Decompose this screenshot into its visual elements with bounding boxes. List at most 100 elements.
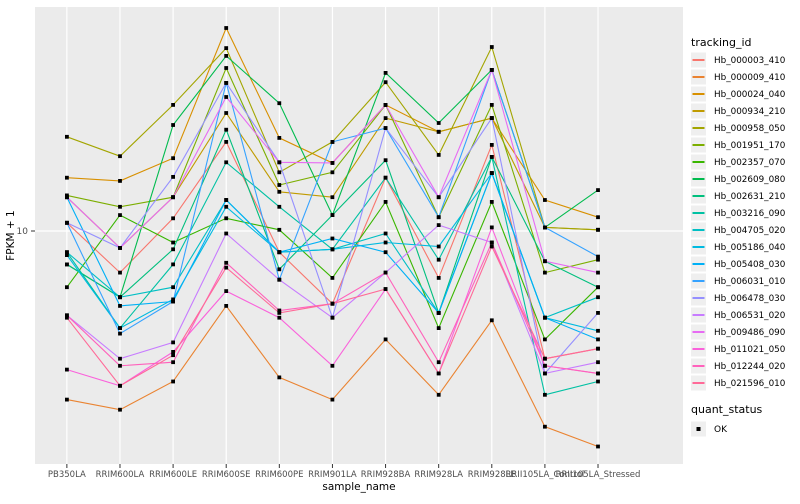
y-axis-title: FPKM + 1 xyxy=(5,210,17,260)
data-point-Hb_002357_070 xyxy=(224,216,229,221)
data-point-Hb_003216_090 xyxy=(277,204,282,209)
data-point-Hb_005408_030 xyxy=(118,304,122,308)
data-point-Hb_002609_080 xyxy=(224,54,229,58)
data-point-Hb_012244_020 xyxy=(383,270,388,275)
data-point-Hb_009486_090 xyxy=(543,259,547,264)
data-point-Hb_005408_030 xyxy=(330,236,335,241)
data-point-Hb_009486_090 xyxy=(383,103,388,107)
data-point-Hb_005408_030 xyxy=(383,250,388,255)
data-point-Hb_000009_410 xyxy=(489,318,494,323)
data-point-Hb_003216_090 xyxy=(436,257,441,262)
legend-label: Hb_000934_210 xyxy=(714,107,786,117)
data-point-Hb_012244_020 xyxy=(224,260,229,265)
data-point-Hb_012244_020 xyxy=(171,360,175,365)
data-point-Hb_003216_090 xyxy=(489,155,494,159)
data-point-Hb_000024_040 xyxy=(224,26,229,30)
data-point-Hb_000024_040 xyxy=(277,136,282,140)
legend-label: Hb_000003_410 xyxy=(714,56,786,66)
data-point-Hb_006531_020 xyxy=(330,315,335,320)
data-point-Hb_000009_410 xyxy=(118,407,122,412)
data-point-Hb_000958_050 xyxy=(277,170,282,175)
data-point-Hb_021596_010 xyxy=(277,311,282,315)
data-point-Hb_005186_040 xyxy=(65,253,69,257)
data-point-Hb_006478_030 xyxy=(489,116,494,120)
legend-label: Hb_001951_170 xyxy=(714,141,786,151)
data-point-Hb_006531_020 xyxy=(224,231,229,236)
data-point-Hb_002631_210 xyxy=(596,285,600,290)
data-point-Hb_000024_040 xyxy=(118,179,122,183)
legend-label: Hb_006478_030 xyxy=(714,294,786,304)
data-point-Hb_000003_410 xyxy=(489,143,494,147)
data-point-Hb_006478_030 xyxy=(171,175,175,179)
data-point-Hb_001951_170 xyxy=(330,170,335,175)
data-point-Hb_002357_070 xyxy=(489,200,494,204)
data-point-Hb_001951_170 xyxy=(277,183,282,187)
data-point-Hb_006531_020 xyxy=(277,277,282,282)
data-point-Hb_000958_050 xyxy=(224,46,229,50)
data-point-Hb_005186_040 xyxy=(383,240,388,245)
data-point-Hb_001951_170 xyxy=(596,257,600,262)
data-point-Hb_000003_410 xyxy=(171,216,175,221)
data-point-Hb_000009_410 xyxy=(436,392,441,397)
data-point-Hb_002357_070 xyxy=(436,326,441,330)
data-point-Hb_006031_010 xyxy=(436,215,441,220)
data-point-Hb_000958_050 xyxy=(436,153,441,157)
data-point-Hb_012244_020 xyxy=(277,308,282,313)
data-point-Hb_005186_040 xyxy=(171,297,175,302)
legend-label: Hb_002357_070 xyxy=(714,158,786,168)
data-point-Hb_021596_010 xyxy=(65,315,69,320)
data-point-Hb_000934_210 xyxy=(436,129,441,134)
data-point-Hb_006531_020 xyxy=(436,223,441,227)
x-tick-label: RRIM928BA xyxy=(361,470,411,480)
legend-title-quant-status: quant_status xyxy=(691,403,763,416)
data-point-Hb_021596_010 xyxy=(383,287,388,291)
data-point-Hb_002609_080 xyxy=(383,71,388,75)
data-point-Hb_002609_080 xyxy=(171,123,175,127)
data-point-Hb_004705_020 xyxy=(383,231,388,236)
x-tick-label: RRIM600LE xyxy=(149,470,197,480)
legend-label: Hb_002609_080 xyxy=(714,175,786,185)
legend-label: Hb_005186_040 xyxy=(714,243,786,253)
data-point-Hb_002357_070 xyxy=(171,240,175,245)
data-point-Hb_000934_210 xyxy=(383,116,388,120)
data-point-Hb_021596_010 xyxy=(489,244,494,249)
data-point-Hb_000009_410 xyxy=(383,337,388,342)
data-point-Hb_012244_020 xyxy=(118,363,122,368)
data-point-Hb_001951_170 xyxy=(543,270,547,275)
data-point-Hb_002631_210 xyxy=(65,262,69,267)
data-point-Hb_000934_210 xyxy=(277,189,282,194)
data-point-Hb_009486_090 xyxy=(596,270,600,275)
legend-label-ok: OK xyxy=(714,425,728,435)
data-point-Hb_021596_010 xyxy=(118,383,122,388)
data-point-Hb_009486_090 xyxy=(489,68,494,72)
data-point-Hb_006478_030 xyxy=(383,126,388,130)
data-point-Hb_006531_020 xyxy=(171,340,175,345)
legend-label: Hb_000009_410 xyxy=(714,73,786,83)
data-point-Hb_004705_020 xyxy=(596,295,600,300)
x-tick-label: RRIM928LE xyxy=(468,470,516,480)
data-point-Hb_009486_090 xyxy=(330,161,335,165)
x-tick-label: RRIM928LA xyxy=(414,470,463,480)
legend-title-tracking-id: tracking_id xyxy=(691,36,752,49)
data-point-Hb_000934_210 xyxy=(224,111,229,115)
legend-label: Hb_000958_050 xyxy=(714,124,786,134)
data-point-Hb_005186_040 xyxy=(224,204,229,209)
data-point-Hb_002631_210 xyxy=(171,247,175,252)
data-point-Hb_002357_070 xyxy=(65,285,69,290)
data-point-Hb_000009_410 xyxy=(171,379,175,384)
x-tick-label: RRIM600SE xyxy=(202,470,251,480)
data-point-Hb_021596_010 xyxy=(171,353,175,358)
data-point-Hb_002609_080 xyxy=(277,101,282,106)
data-point-Hb_002609_080 xyxy=(436,121,441,125)
data-point-Hb_000958_050 xyxy=(383,80,388,85)
data-point-Hb_000003_410 xyxy=(224,140,229,144)
data-point-Hb_001951_170 xyxy=(489,103,494,107)
data-point-Hb_001951_170 xyxy=(224,66,229,70)
x-tick-label: RRII105LA_Stressed xyxy=(556,470,641,480)
data-point-Hb_000003_410 xyxy=(436,276,441,280)
data-point-Hb_021596_010 xyxy=(596,346,600,351)
data-point-Hb_003216_090 xyxy=(224,160,229,165)
data-point-Hb_000958_050 xyxy=(489,45,494,49)
data-point-Hb_005408_030 xyxy=(596,337,600,342)
data-point-Hb_005408_030 xyxy=(224,198,229,202)
